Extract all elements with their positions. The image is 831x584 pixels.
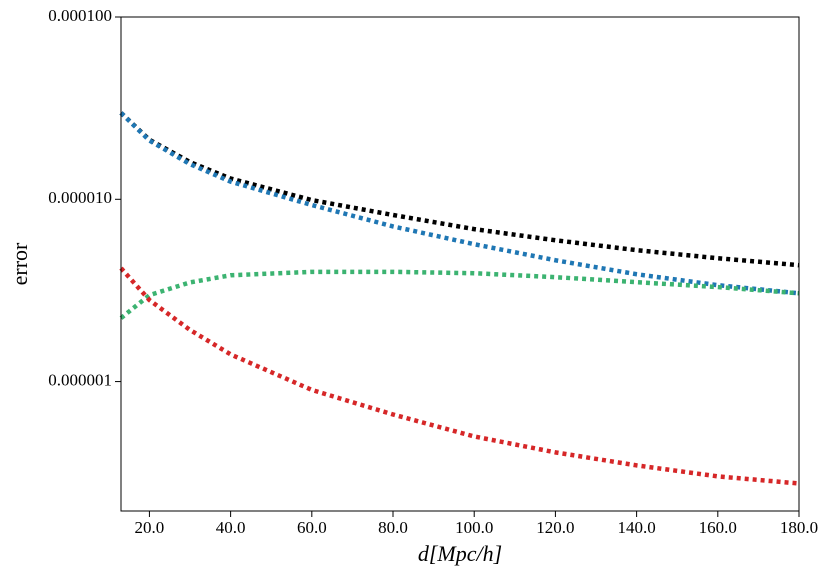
plot-frame [120, 16, 800, 512]
y-axis-label: error [7, 242, 32, 285]
line-series [119, 266, 800, 486]
y-tick-label: 0.000010 [48, 188, 112, 207]
x-tick-label: 20.0 [135, 518, 165, 537]
x-tick-label: 180.0 [780, 518, 818, 537]
x-axis-label: d[Mpc/h] [418, 541, 502, 566]
line-series [119, 111, 800, 268]
x-tick-label: 80.0 [378, 518, 408, 537]
x-tick-label: 140.0 [617, 518, 655, 537]
x-tick-label: 60.0 [297, 518, 327, 537]
x-tick-label: 40.0 [216, 518, 246, 537]
y-tick-label: 0.000100 [48, 6, 112, 25]
y-tick-label: 0.000001 [48, 370, 112, 389]
x-tick-label: 160.0 [699, 518, 737, 537]
x-tick-label: 120.0 [536, 518, 574, 537]
line-series [119, 111, 800, 296]
x-tick-label: 100.0 [455, 518, 493, 537]
line-series [119, 269, 800, 320]
